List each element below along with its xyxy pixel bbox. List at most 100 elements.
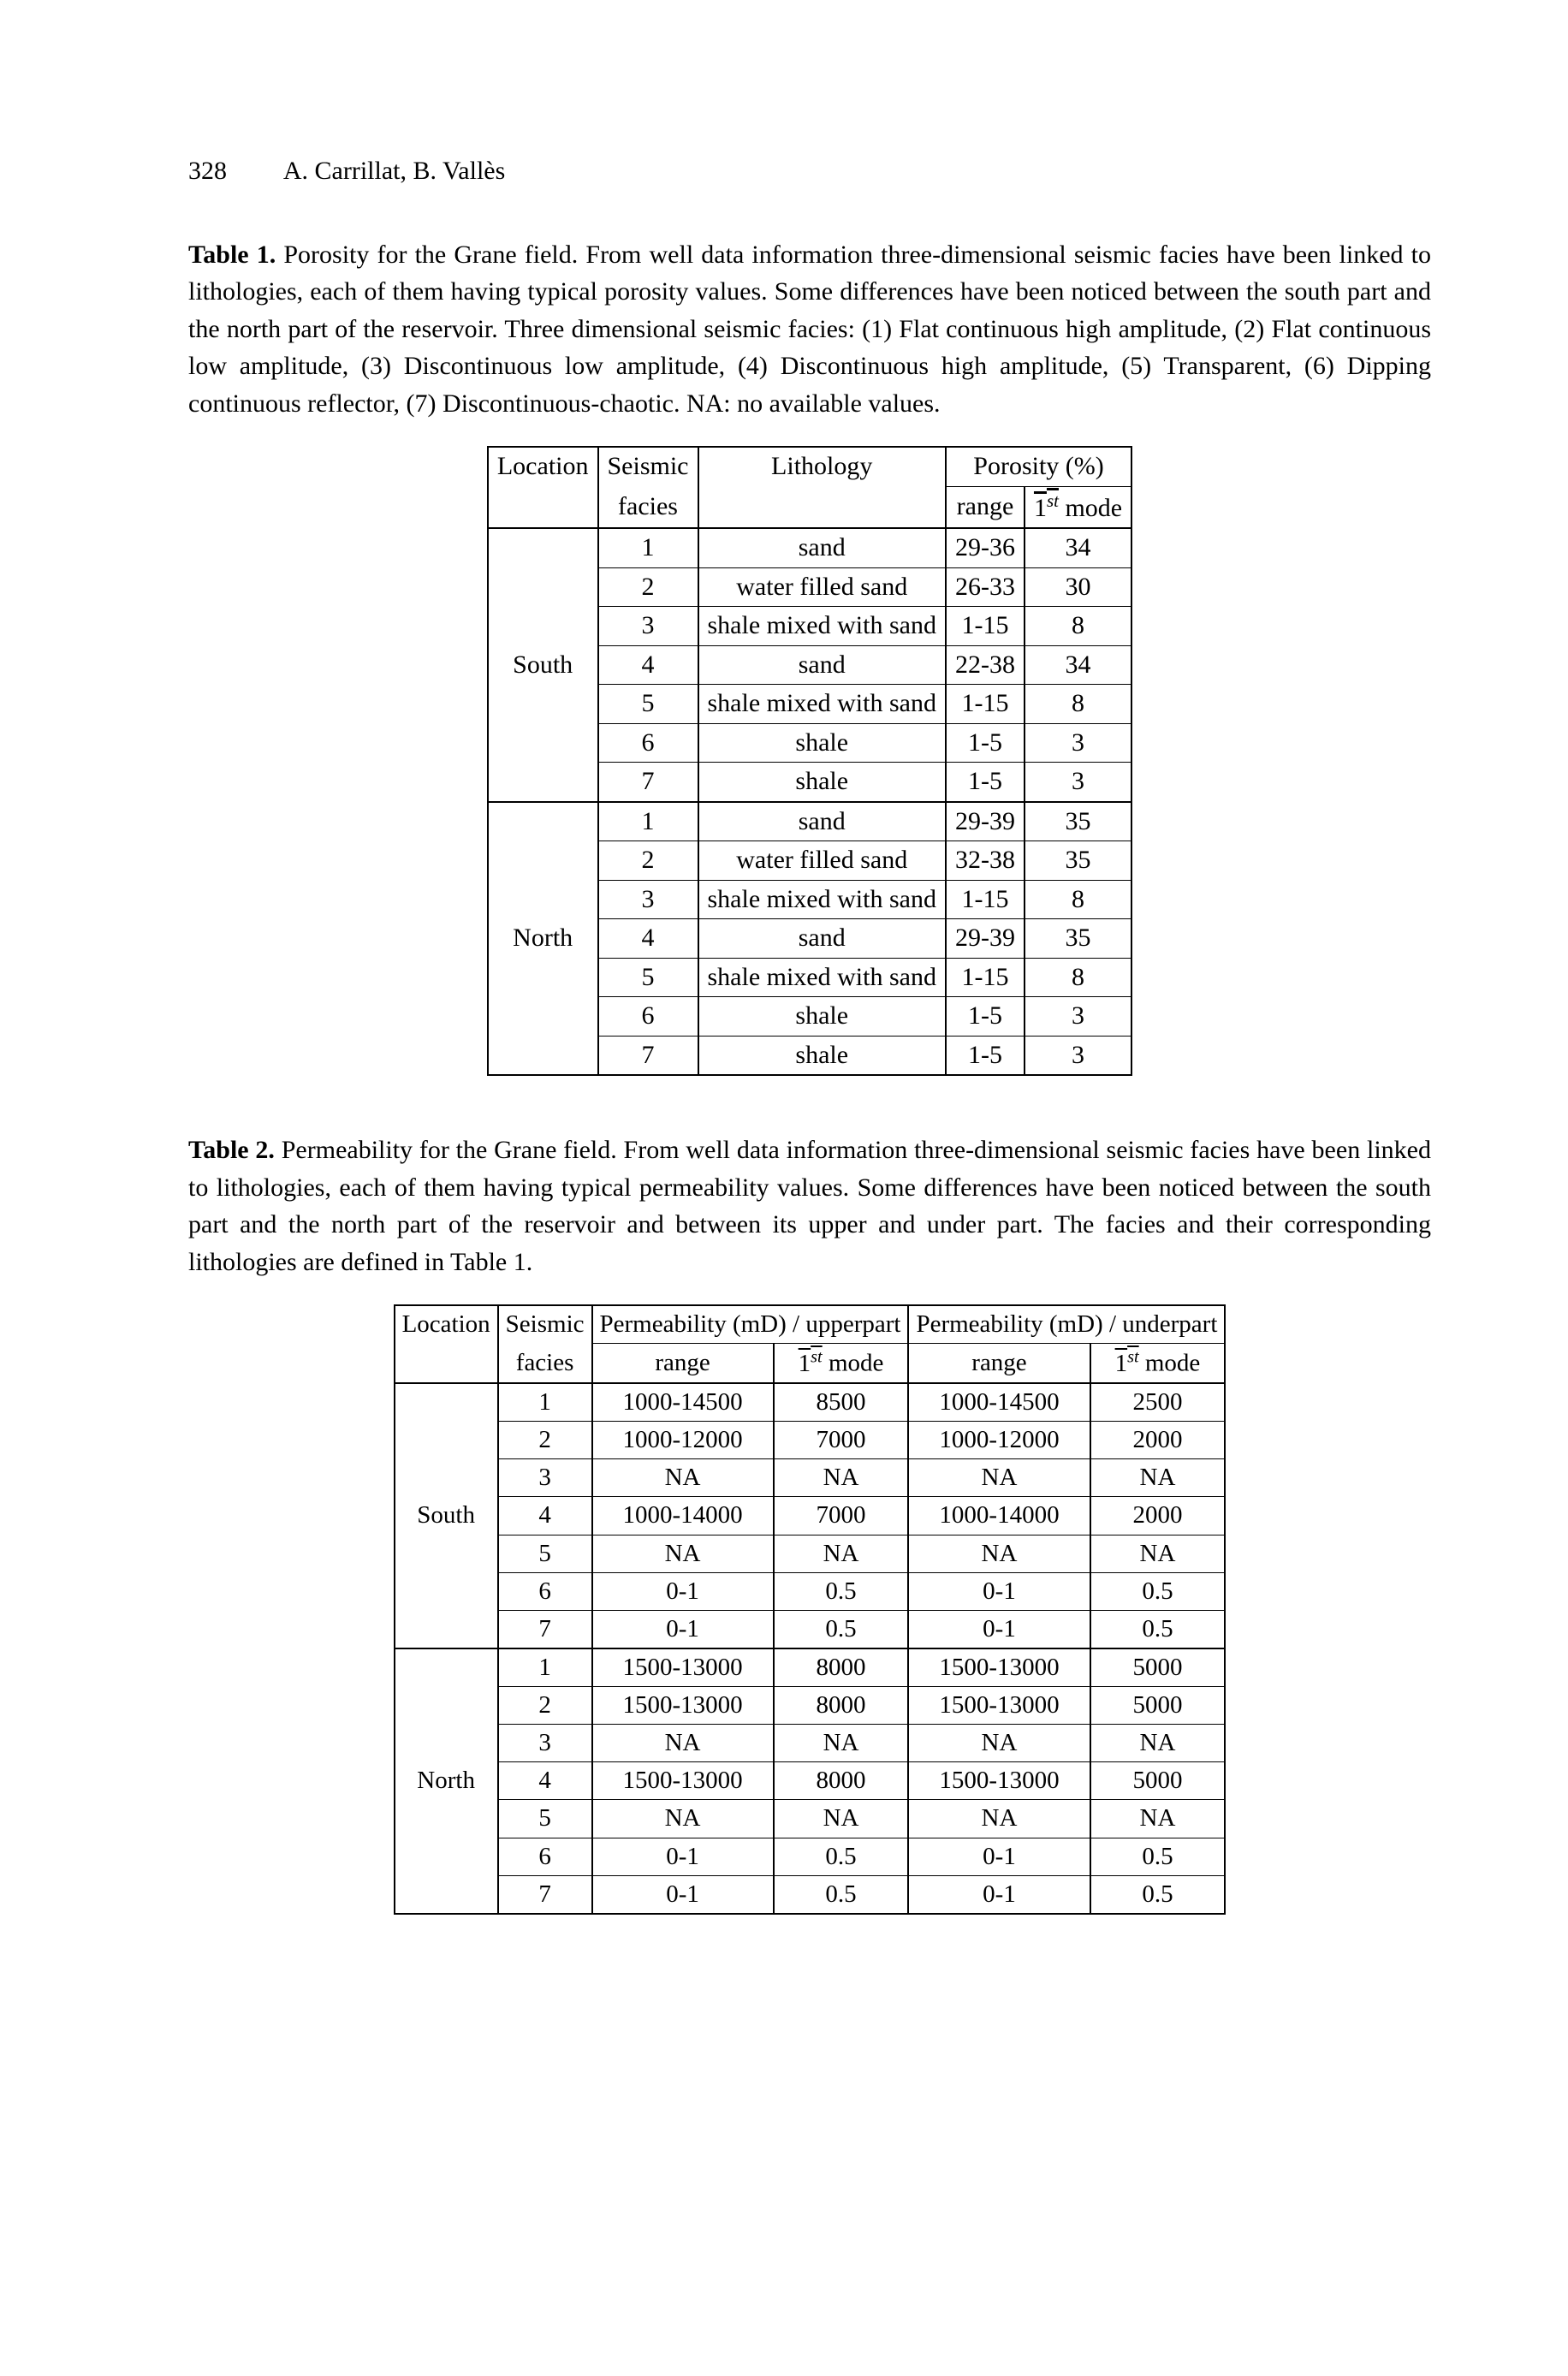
th-seismic: Seismic <box>498 1305 592 1344</box>
mode-cell: 35 <box>1025 802 1131 841</box>
upper-range-cell: 1500-13000 <box>592 1762 774 1800</box>
lithology-cell: shale <box>698 997 946 1037</box>
under-mode-cell: 0.5 <box>1090 1875 1226 1914</box>
under-range-cell: 1000-14500 <box>908 1383 1090 1422</box>
upper-mode-cell: 8000 <box>774 1762 909 1800</box>
range-cell: 1-5 <box>946 723 1025 763</box>
upper-range-cell: NA <box>592 1725 774 1762</box>
th-perm-upper: Permeability (mD) / upperpart <box>592 1305 909 1344</box>
under-mode-cell: NA <box>1090 1725 1226 1762</box>
facies-cell: 3 <box>598 607 698 646</box>
facies-cell: 1 <box>498 1383 592 1422</box>
mode-cell: 3 <box>1025 997 1131 1037</box>
range-cell: 1-15 <box>946 607 1025 646</box>
facies-cell: 3 <box>498 1725 592 1762</box>
lithology-cell: shale mixed with sand <box>698 880 946 919</box>
upper-mode-cell: 0.5 <box>774 1572 909 1610</box>
range-cell: 26-33 <box>946 567 1025 607</box>
upper-mode-cell: 8000 <box>774 1687 909 1725</box>
facies-cell: 4 <box>598 919 698 959</box>
lithology-cell: shale mixed with sand <box>698 685 946 724</box>
mode-cell: 35 <box>1025 841 1131 881</box>
lithology-cell: shale mixed with sand <box>698 958 946 997</box>
th-location: Location <box>395 1305 498 1344</box>
upper-range-cell: NA <box>592 1459 774 1497</box>
facies-cell: 2 <box>498 1422 592 1459</box>
mode-cell: 30 <box>1025 567 1131 607</box>
under-mode-cell: 5000 <box>1090 1648 1226 1687</box>
mode-cell: 34 <box>1025 645 1131 685</box>
th-location: Location <box>488 447 598 486</box>
mode-cell: 8 <box>1025 880 1131 919</box>
range-cell: 32-38 <box>946 841 1025 881</box>
under-range-cell: NA <box>908 1535 1090 1572</box>
mode-cell: 3 <box>1025 1036 1131 1075</box>
under-range-cell: 0-1 <box>908 1875 1090 1914</box>
upper-mode-cell: 0.5 <box>774 1875 909 1914</box>
lithology-cell: sand <box>698 528 946 567</box>
under-range-cell: 1500-13000 <box>908 1648 1090 1687</box>
upper-range-cell: 0-1 <box>592 1572 774 1610</box>
table2-caption-text: Permeability for the Grane field. From w… <box>188 1136 1431 1276</box>
table2-label: Table 2. <box>188 1136 275 1164</box>
mode-cell: 34 <box>1025 528 1131 567</box>
facies-cell: 3 <box>498 1459 592 1497</box>
upper-mode-cell: 8000 <box>774 1648 909 1687</box>
lithology-cell: sand <box>698 645 946 685</box>
facies-cell: 7 <box>498 1610 592 1648</box>
upper-mode-cell: NA <box>774 1535 909 1572</box>
facies-cell: 1 <box>598 528 698 567</box>
lithology-cell: sand <box>698 802 946 841</box>
porosity-table: LocationSeismicLithologyPorosity (%)faci… <box>487 446 1132 1076</box>
upper-mode-cell: NA <box>774 1725 909 1762</box>
range-cell: 1-5 <box>946 997 1025 1037</box>
th-perm-under: Permeability (mD) / underpart <box>908 1305 1225 1344</box>
upper-mode-cell: NA <box>774 1459 909 1497</box>
permeability-table: LocationSeismicPermeability (mD) / upper… <box>394 1304 1226 1915</box>
th-range: range <box>946 486 1025 528</box>
under-mode-cell: 5000 <box>1090 1762 1226 1800</box>
upper-range-cell: NA <box>592 1800 774 1838</box>
facies-cell: 2 <box>598 567 698 607</box>
range-cell: 1-15 <box>946 880 1025 919</box>
page-header: 328 A. Carrillat, B. Vallès <box>188 154 1431 189</box>
upper-mode-cell: 0.5 <box>774 1610 909 1648</box>
under-range-cell: 0-1 <box>908 1610 1090 1648</box>
upper-mode-cell: 0.5 <box>774 1838 909 1875</box>
facies-cell: 4 <box>498 1497 592 1535</box>
range-cell: 1-15 <box>946 685 1025 724</box>
lithology-cell: shale mixed with sand <box>698 607 946 646</box>
th-range-upper: range <box>592 1344 774 1383</box>
under-range-cell: 0-1 <box>908 1572 1090 1610</box>
under-range-cell: NA <box>908 1725 1090 1762</box>
mode-cell: 8 <box>1025 958 1131 997</box>
under-mode-cell: 2000 <box>1090 1497 1226 1535</box>
upper-range-cell: NA <box>592 1535 774 1572</box>
th-facies: facies <box>498 1344 592 1383</box>
authors: A. Carrillat, B. Vallès <box>283 157 505 185</box>
facies-cell: 5 <box>498 1535 592 1572</box>
facies-cell: 3 <box>598 880 698 919</box>
lithology-cell: shale <box>698 723 946 763</box>
lithology-cell: shale <box>698 1036 946 1075</box>
table1: LocationSeismicLithologyPorosity (%)faci… <box>188 446 1431 1076</box>
lithology-cell: shale <box>698 763 946 802</box>
upper-range-cell: 0-1 <box>592 1875 774 1914</box>
facies-cell: 7 <box>598 1036 698 1075</box>
facies-cell: 4 <box>498 1762 592 1800</box>
facies-cell: 6 <box>498 1572 592 1610</box>
facies-cell: 4 <box>598 645 698 685</box>
facies-cell: 2 <box>598 841 698 881</box>
range-cell: 1-5 <box>946 1036 1025 1075</box>
location-cell: North <box>488 802 598 1076</box>
under-range-cell: 1500-13000 <box>908 1762 1090 1800</box>
facies-cell: 6 <box>498 1838 592 1875</box>
mode-cell: 3 <box>1025 763 1131 802</box>
location-cell: North <box>395 1648 498 1914</box>
upper-mode-cell: 7000 <box>774 1497 909 1535</box>
th-mode-upper: 1st mode <box>774 1344 909 1383</box>
mode-cell: 35 <box>1025 919 1131 959</box>
th-facies: facies <box>598 486 698 528</box>
under-mode-cell: NA <box>1090 1459 1226 1497</box>
facies-cell: 1 <box>598 802 698 841</box>
